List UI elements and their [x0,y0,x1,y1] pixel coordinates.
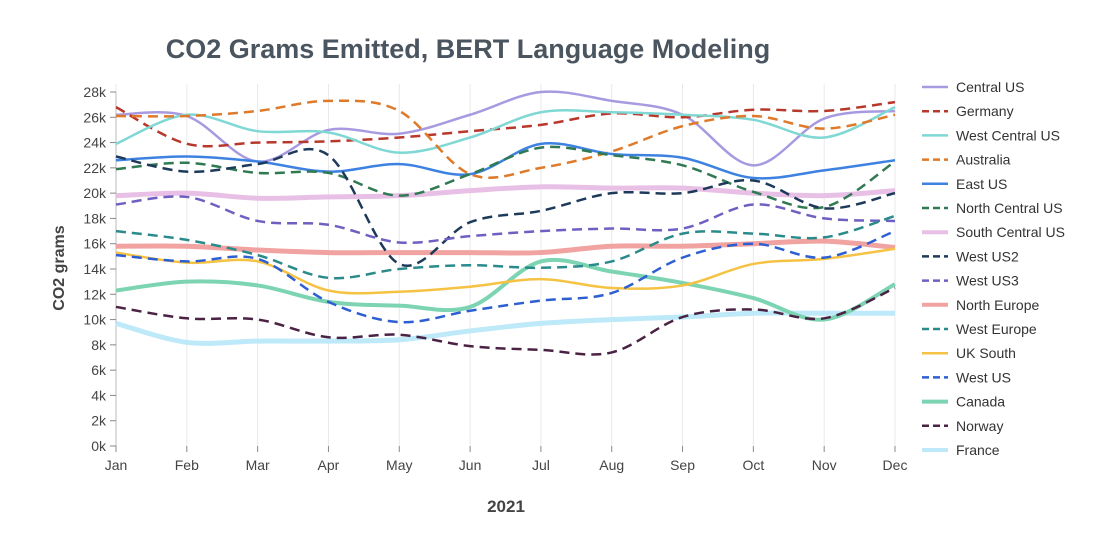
legend-label: Germany [956,103,1014,119]
y-tick-label: 26k [83,109,107,125]
y-tick-label: 18k [83,210,107,226]
legend-item-east-us[interactable]: East US [922,176,1007,192]
y-tick-label: 0k [91,438,107,454]
series-line-west-us3 [115,195,896,245]
y-tick-label: 4k [91,387,107,403]
x-tick-label: Apr [318,457,340,473]
legend-item-north-europe[interactable]: North Europe [922,297,1039,313]
legend-item-south-central-us[interactable]: South Central US [922,224,1065,240]
legend-item-france[interactable]: France [922,442,1000,458]
series-line-south-central-us [115,184,896,201]
series-line-north-central-us [115,145,896,210]
legend-label: France [956,442,1000,458]
x-axis-label: 2021 [487,497,525,516]
x-tick-label: Jan [105,457,128,473]
x-tick-label: Feb [175,457,199,473]
x-tick-label: Nov [812,457,837,473]
legend-label: West Europe [956,321,1037,337]
series-line-australia [115,99,896,179]
legend-item-west-us[interactable]: West US [922,369,1011,385]
y-tick-label: 10k [83,312,107,328]
y-tick-label: 14k [83,261,107,277]
series-line-norway [115,286,896,356]
legend-item-west-central-us[interactable]: West Central US [922,127,1060,143]
legend-label: North Central US [956,200,1063,216]
y-tick-label: 24k [83,135,107,151]
legend-label: Norway [956,418,1003,434]
legend-label: UK South [956,345,1016,361]
series-line-central-us [115,90,896,167]
y-tick-label: 16k [83,236,107,252]
series-line-france [115,310,895,346]
legend-label: North Europe [956,297,1039,313]
chart-title: CO2 Grams Emitted, BERT Language Modelin… [166,34,771,64]
x-tick-label: Oct [742,457,764,473]
legend-label: Canada [956,394,1005,410]
legend-item-central-us[interactable]: Central US [922,79,1024,95]
y-tick-label: 22k [83,160,107,176]
series-line-west-us [115,229,896,324]
legend-label: South Central US [956,224,1065,240]
y-tick-label: 28k [83,84,107,100]
x-tick-label: Aug [599,457,624,473]
x-tick-label: Dec [883,457,908,473]
y-tick-label: 2k [91,413,107,429]
legend-label: Australia [956,152,1011,168]
legend-item-australia[interactable]: Australia [922,152,1011,168]
x-tick-label: Mar [246,457,270,473]
legend-label: West US3 [956,273,1019,289]
legend-label: West Central US [956,127,1060,143]
legend-item-norway[interactable]: Norway [922,418,1003,434]
y-axis-label: CO2 grams [51,225,68,310]
x-tick-label: Jun [459,457,482,473]
series-line-west-us2 [115,148,896,267]
legend-label: East US [956,176,1007,192]
legend-item-west-europe[interactable]: West Europe [922,321,1037,337]
legend-item-germany[interactable]: Germany [922,103,1014,119]
legend-label: West US [956,369,1011,385]
y-tick-label: 12k [83,286,107,302]
x-tick-label: Jul [532,457,550,473]
series-line-west-central-us [115,106,896,154]
legend-item-north-central-us[interactable]: North Central US [922,200,1063,216]
x-tick-label: May [386,457,412,473]
legend-label: Central US [956,79,1024,95]
legend-item-west-us3[interactable]: West US3 [922,273,1019,289]
y-tick-label: 8k [91,337,107,353]
legend-item-canada[interactable]: Canada [922,394,1005,410]
x-tick-label: Sep [670,457,695,473]
legend-item-west-us2[interactable]: West US2 [922,248,1019,264]
y-tick-label: 20k [83,185,107,201]
legend-item-uk-south[interactable]: UK South [922,345,1016,361]
y-tick-label: 6k [91,362,107,378]
legend-label: West US2 [956,248,1019,264]
series-line-germany [115,100,896,148]
series-line-west-europe [115,214,896,280]
series-line-uk-south [115,247,896,295]
